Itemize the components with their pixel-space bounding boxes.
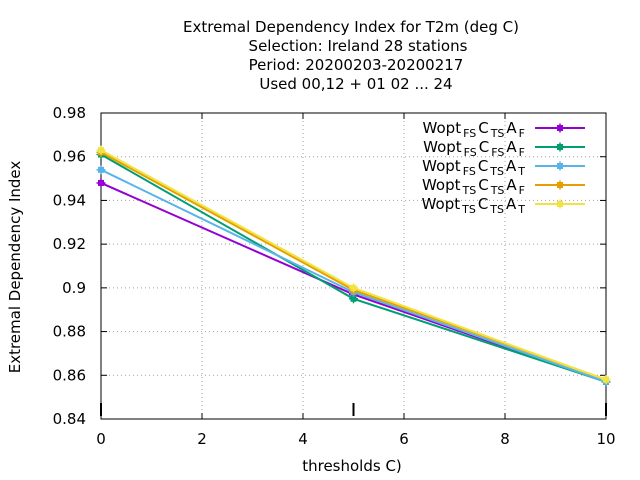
legend-label-subscript: TS	[490, 127, 505, 140]
series-line	[100, 168, 607, 383]
legend-label-part: C	[478, 195, 488, 213]
title-line-1: Extremal Dependency Index for T2m (deg C…	[183, 18, 519, 36]
legend-label-part: Wopt	[423, 119, 462, 137]
legend-label-part: A	[506, 119, 517, 137]
x-axis-label: thresholds C)	[302, 457, 402, 475]
legend-label-subscript: TS	[489, 203, 504, 216]
y-tick-label: 0.9	[62, 279, 86, 297]
legend-label-subscript: FS	[463, 165, 476, 178]
x-tick-label: 4	[298, 430, 308, 448]
legend-entry-3: Wopt FS C TS A T	[422, 157, 585, 178]
legend-label-subscript: FS	[491, 146, 504, 159]
x-tick-label: 6	[399, 430, 409, 448]
plot-frame	[100, 112, 607, 420]
legend-label-part: Wopt	[422, 176, 461, 194]
legend-label: Wopt FS C TS A F	[423, 119, 525, 140]
y-tick-label: 0.94	[53, 191, 86, 209]
legend-label-part: Wopt	[422, 157, 461, 175]
legend-entry-4: Wopt TS C TS A F	[422, 176, 585, 197]
x-tick-label: 10	[596, 430, 615, 448]
series-line	[100, 153, 607, 383]
series-4	[96, 147, 611, 385]
axes	[100, 112, 607, 420]
legend-label: Wopt FS C TS A T	[422, 157, 525, 178]
y-axis-label: Extremal Dependency Index	[6, 161, 24, 374]
legend-label-part: C	[478, 119, 488, 137]
legend-label-part: C	[479, 138, 489, 156]
legend-label-subscript: TS	[462, 184, 477, 197]
legend-label: Wopt TS C TS A F	[422, 176, 525, 197]
legend-entry-5: Wopt TS C TS A T	[422, 195, 585, 216]
legend-label-subscript: F	[519, 127, 525, 140]
legend-label: Wopt FS C FS A F	[423, 138, 525, 159]
y-tick-label: 0.92	[53, 235, 86, 253]
x-tick-label: 0	[96, 430, 106, 448]
legend-label-subscript: TS	[461, 203, 476, 216]
series-line	[100, 151, 607, 381]
y-tick-label: 0.96	[53, 148, 86, 166]
legend-label-subscript: F	[519, 184, 525, 197]
legend-label-part: A	[506, 157, 517, 175]
grid	[101, 113, 606, 419]
title-line-4: Used 00,12 + 01 02 ... 24	[259, 75, 452, 93]
x-tick-label: 8	[500, 430, 510, 448]
legend-label-part: A	[506, 176, 517, 194]
y-tick-label: 0.98	[53, 104, 86, 122]
legend-label-part: C	[478, 176, 488, 194]
title-line-3: Period: 20200203-20200217	[249, 56, 464, 74]
series-2	[96, 150, 611, 387]
y-tick-label: 0.84	[53, 410, 86, 428]
title-line-2: Selection: Ireland 28 stations	[249, 37, 468, 55]
legend-label-subscript: F	[519, 146, 525, 159]
legend-label: Wopt TS C TS A T	[422, 195, 526, 216]
legend-label-subscript: TS	[490, 184, 505, 197]
legend-label-part: C	[478, 157, 488, 175]
series-layer	[96, 145, 611, 387]
legend-label-subscript: T	[517, 203, 525, 216]
legend-label-part: Wopt	[422, 195, 461, 213]
series-line	[100, 149, 607, 381]
y-tick-label: 0.88	[53, 323, 86, 341]
legend-entry-1: Wopt FS C TS A F	[423, 119, 585, 140]
x-tick-label: 2	[197, 430, 207, 448]
legend-label-subscript: FS	[463, 127, 476, 140]
legend-label-part: A	[506, 138, 517, 156]
tick-labels: 0 2 4 6 8 10 0.84 0.86 0.88 0.9 0.92 0.94 0.96 0.98	[53, 104, 616, 448]
legend-label-part: A	[506, 195, 517, 213]
legend-label-part: Wopt	[423, 138, 462, 156]
legend-label-subscript: T	[517, 165, 525, 178]
series-5	[96, 145, 611, 385]
legend-label-subscript: FS	[464, 146, 477, 159]
legend-label-subscript: TS	[489, 165, 504, 178]
legend-entry-2: Wopt FS C FS A F	[423, 138, 585, 159]
chart-title: Extremal Dependency Index for T2m (deg C…	[183, 18, 519, 93]
y-tick-label: 0.86	[53, 366, 86, 384]
